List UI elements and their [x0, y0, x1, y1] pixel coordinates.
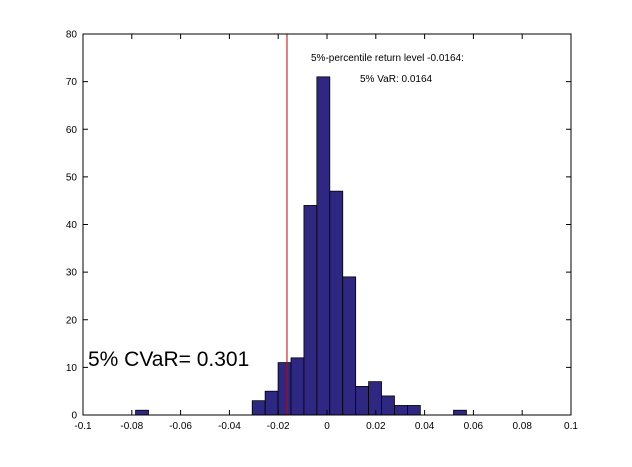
y-tick-label: 50	[66, 172, 78, 183]
y-tick-label: 80	[66, 30, 78, 41]
bars-layer	[135, 76, 467, 416]
y-tick-label: 40	[66, 220, 78, 231]
y-tick-label: 60	[66, 125, 78, 136]
histogram-bar	[368, 381, 382, 416]
histogram-bar	[329, 190, 344, 416]
x-tick-label: -0.06	[169, 421, 192, 432]
histogram-bar	[394, 405, 408, 416]
x-tick-label: -0.1	[74, 421, 92, 432]
histogram-bar	[355, 386, 370, 416]
annotation-var: 5% VaR: 0.0164	[360, 74, 433, 85]
x-tick-label: -0.08	[120, 421, 143, 432]
histogram-bar	[316, 76, 331, 416]
annotation-percentile-level: 5%-percentile return level -0.0164:	[311, 53, 464, 64]
x-tick-label: -0.04	[218, 421, 241, 432]
histogram-bar	[303, 205, 318, 416]
y-tick-label: 70	[66, 77, 78, 88]
histogram-bar	[135, 409, 149, 416]
x-tick-label: 0.04	[415, 421, 435, 432]
y-tick-labels: 0 10 20 30 40 50 60 70 80	[66, 30, 78, 422]
x-tick-label: -0.02	[267, 421, 290, 432]
y-tick-label: 10	[66, 363, 78, 374]
histogram-bar	[277, 362, 292, 416]
histogram-bar	[406, 405, 421, 416]
histogram-bar	[290, 357, 305, 416]
x-tick-label: 0.1	[564, 421, 578, 432]
x-tick-label: 0.02	[366, 421, 386, 432]
histogram-bar	[264, 390, 279, 416]
y-tick-label: 30	[66, 268, 78, 279]
annotation-cvar: 5% CVaR= 0.301	[88, 348, 249, 371]
y-tick-label: 20	[66, 315, 78, 326]
x-tick-label: 0.06	[464, 421, 484, 432]
ticks-layer	[82, 33, 572, 416]
histogram-bar	[251, 400, 266, 416]
x-tick-label: 0	[324, 421, 330, 432]
x-tick-labels: -0.1 -0.08 -0.06 -0.04 -0.02 0 0.02 0.04 0.06 0.0…	[74, 421, 578, 432]
histogram-bar	[342, 276, 357, 416]
x-tick-label: 0.08	[512, 421, 532, 432]
histogram-bar	[381, 395, 395, 416]
histogram-bar	[453, 409, 467, 416]
y-tick-label: 0	[71, 411, 77, 422]
